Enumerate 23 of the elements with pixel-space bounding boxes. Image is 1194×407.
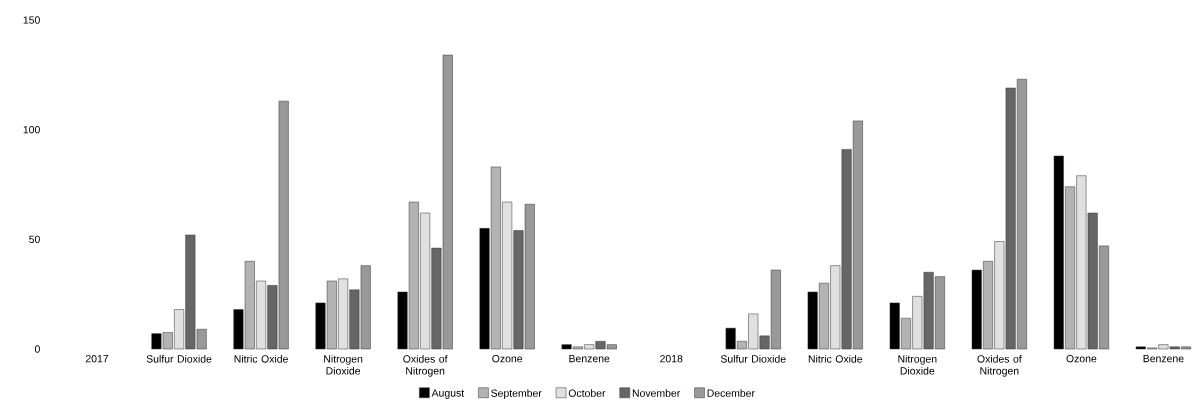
legend-label: August: [431, 389, 465, 399]
legend-label: September: [491, 389, 542, 399]
legend-label: December: [707, 389, 755, 397]
x-tick-label: 2017: [85, 354, 109, 363]
x-tick-label: Oxides of Nitrogen: [977, 354, 1022, 377]
y-tick-label: 50: [29, 235, 40, 244]
x-tick-label: Nitrogen Dioxide: [324, 354, 363, 375]
x-tick-label: Nitric Oxide: [234, 354, 288, 363]
y-tick-label: 150: [23, 16, 40, 24]
x-tick-label: Ozone: [492, 354, 523, 363]
x-tick-label: Oxides of Nitrogen: [403, 354, 448, 377]
legend-label: November: [632, 389, 681, 397]
x-tick-label: Benzene: [1143, 354, 1184, 363]
x-tick-label: Nitric Oxide: [808, 354, 863, 363]
x-tick-label: Sulfur Dioxide: [720, 354, 786, 363]
x-tick-label: Ozone: [1066, 354, 1097, 363]
x-tick-label: Sulfur Dioxide: [146, 354, 212, 363]
x-tick-label: 2018: [660, 354, 683, 363]
x-tick-label: Benzene: [569, 354, 610, 363]
y-tick-label: 100: [23, 125, 40, 134]
y-tick-label: 0: [34, 345, 40, 353]
legend-label: October: [568, 389, 606, 397]
x-tick-label: Nitrogen Dioxide: [898, 354, 937, 375]
